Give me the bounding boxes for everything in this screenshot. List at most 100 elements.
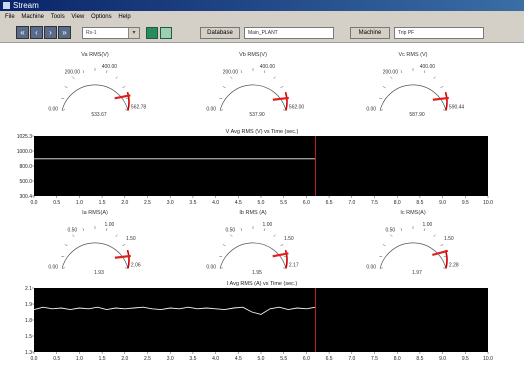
x-tick-label: 3.0 (167, 356, 174, 362)
x-tick-label: 4.5 (235, 356, 242, 362)
x-tick-label: 8.0 (394, 356, 401, 362)
record-select-value: Rs-1 (86, 30, 97, 36)
x-tick-label: 7.0 (348, 356, 355, 362)
y-tick-label: 800.0 (19, 164, 32, 170)
menu-view[interactable]: View (71, 14, 85, 20)
menu-file[interactable]: File (5, 14, 15, 20)
y-tick-label: 1000.0 (17, 149, 33, 155)
x-tick-label: 9.5 (462, 200, 469, 206)
gauge-scale-right: 590.44 (449, 104, 465, 110)
x-tick-label: 3.5 (189, 356, 196, 362)
x-tick-label: 2.5 (144, 356, 151, 362)
gauge-tick (442, 109, 446, 111)
gauge-arc (61, 84, 129, 111)
record-select[interactable]: Rs-1 ▾ (82, 27, 140, 39)
x-tick-label: 0.5 (53, 356, 60, 362)
gauge-tick (400, 70, 403, 74)
chart-title: V Avg RMS (V) vs Time (sec.) (226, 129, 299, 135)
gauge-tick (62, 109, 66, 111)
gauge-scale-left: 0.00 (366, 264, 376, 270)
gauge-scale-tr: 400.00 (420, 64, 436, 70)
gauge-title: Vb RMS(V) (239, 52, 267, 58)
x-tick-label: 6.0 (303, 200, 310, 206)
title-bar: Stream (0, 0, 524, 11)
gauge-scale-left: 0.00 (48, 106, 58, 112)
chart-title: I Avg RMS (A) vs Time (sec.) (227, 281, 298, 287)
previous-icon[interactable]: ‹ (30, 26, 43, 39)
gauge-tick (230, 76, 233, 80)
gauge-tick (222, 86, 226, 88)
vb-rms-gauge: Vb RMS(V) 0.00 200.00 400.00 562.00 537.90 (198, 48, 308, 126)
database-label: Database (200, 27, 240, 39)
gauge-tick (122, 244, 126, 246)
gauge-tick (390, 76, 393, 80)
gauge-tick (115, 76, 118, 80)
gauge-tick (62, 267, 66, 269)
database-field[interactable]: Main_PLANT (244, 27, 334, 39)
gauge-tick (105, 70, 108, 74)
x-tick-label: 9.0 (439, 356, 446, 362)
gauge-tick (382, 86, 386, 88)
gauge-scale-left: 0.00 (366, 106, 376, 112)
ic-rms-gauge: Ic RMS(A) 0.00 0.50 1.00 1.50 2.28 1.97 (358, 206, 468, 284)
gauge-tick (433, 76, 436, 80)
va-rms-gauge: Va RMS(V) 0.00 200.00 400.00 562.78 533.67 (40, 48, 150, 126)
x-tick-label: 3.5 (189, 200, 196, 206)
gauge-red-zone (444, 91, 448, 111)
menu-tools[interactable]: Tools (50, 14, 65, 20)
ia-rms-gauge: Ia RMS(A) 0.00 0.50 1.00 1.50 2.06 1.93 (40, 206, 150, 284)
gauge-tick (273, 76, 276, 80)
gauge-scale-left: 0.00 (48, 264, 58, 270)
gauge-value: 1.93 (94, 270, 104, 276)
gauge-red-zone (284, 91, 288, 111)
plot-area (34, 136, 488, 196)
gauge-tick (423, 70, 426, 74)
x-tick-label: 0.0 (31, 200, 38, 206)
gauge-scale-tl: 200.00 (65, 70, 81, 76)
gauge-value: 1.95 (252, 270, 262, 276)
y-tick-label: 1.3 (25, 350, 32, 356)
gauge-tick (124, 267, 128, 269)
y-tick-label: 1.8 (25, 318, 32, 324)
gauge-scale-tr: 400.00 (102, 64, 118, 70)
gauge-scale-tl: 0.50 (225, 228, 235, 234)
gauge-scale-right: 2.17 (289, 262, 299, 268)
last-icon[interactable]: » (58, 26, 71, 39)
stop-button[interactable] (160, 27, 172, 39)
x-tick-label: 3.0 (167, 200, 174, 206)
x-tick-label: 9.0 (439, 200, 446, 206)
x-tick-label: 6.5 (326, 200, 333, 206)
current-chart: I Avg RMS (A) vs Time (sec.) 2.1 1.9 1.8 1.5… (25, 281, 493, 362)
gauge-tick (122, 86, 126, 88)
x-tick-label: 0.5 (53, 200, 60, 206)
gauge-tick (263, 228, 266, 232)
gauge-red-zone (126, 91, 130, 111)
machine-field[interactable]: Trip PF (394, 27, 484, 39)
first-icon[interactable]: « (16, 26, 29, 39)
gauge-tick (273, 234, 276, 238)
menu-help[interactable]: Help (118, 14, 131, 20)
x-tick-label: 8.5 (416, 200, 423, 206)
run-button[interactable] (146, 27, 158, 39)
gauge-red-zone (284, 249, 288, 269)
next-icon[interactable]: › (44, 26, 57, 39)
x-tick-label: 5.5 (280, 356, 287, 362)
x-tick-label: 1.5 (99, 356, 106, 362)
gauge-red-zone (126, 249, 130, 269)
x-tick-label: 5.5 (280, 200, 287, 206)
menu-options[interactable]: Options (90, 14, 112, 20)
gauge-scale-mid: 1.50 (444, 236, 454, 242)
gauge-tick (82, 228, 85, 232)
x-tick-label: 4.0 (212, 200, 219, 206)
gauge-tick (240, 228, 243, 232)
gauge-tick (222, 244, 226, 246)
gauge-tick (280, 86, 284, 88)
menu-bar: File Machine Tools View Options Help (0, 11, 524, 23)
gauge-tick (220, 109, 224, 111)
gauge-tick (220, 267, 224, 269)
menu-machine[interactable]: Machine (21, 14, 45, 20)
gauge-tick (382, 244, 386, 246)
gauge-arc (379, 84, 447, 111)
chevron-down-icon[interactable]: ▾ (128, 28, 139, 38)
x-tick-label: 4.5 (235, 200, 242, 206)
